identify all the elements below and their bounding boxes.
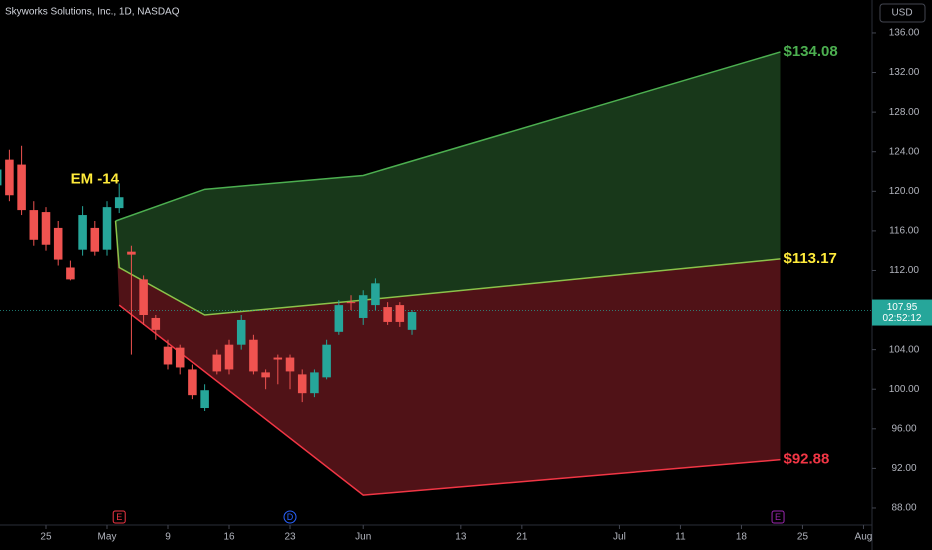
candle-body xyxy=(407,312,417,330)
y-tick-label: 120.00 xyxy=(889,186,920,197)
candle-body xyxy=(261,372,270,378)
y-tick-label: 92.00 xyxy=(891,463,916,474)
upper-range-fill xyxy=(115,51,781,316)
y-tick-label: 112.00 xyxy=(889,265,919,276)
event-marker[interactable] xyxy=(283,510,297,524)
candle-body xyxy=(395,305,405,322)
candle-body xyxy=(273,357,283,360)
lower-range-fill xyxy=(115,220,781,496)
currency-button[interactable] xyxy=(879,3,926,23)
candle-body xyxy=(224,344,234,370)
y-tick-label: 124.00 xyxy=(889,146,920,157)
candle-body xyxy=(175,347,185,368)
y-tick-label: 116.00 xyxy=(889,226,919,237)
candle-body xyxy=(66,267,75,280)
candle-body xyxy=(200,390,209,409)
candle-body xyxy=(358,295,368,318)
range-line xyxy=(115,51,781,222)
y-tick-label: 88.00 xyxy=(891,503,916,514)
x-tick-label: Jun xyxy=(355,532,371,543)
candle-body xyxy=(236,319,246,345)
candle-body xyxy=(285,357,295,372)
x-tick-label: 11 xyxy=(675,532,686,543)
x-tick-label: 13 xyxy=(455,532,467,543)
x-tick-label: 9 xyxy=(165,532,171,543)
candle-body xyxy=(41,212,51,245)
event-label: E xyxy=(116,512,122,522)
range-label: $92.88 xyxy=(783,451,829,468)
candle-body xyxy=(29,210,39,240)
candle-body xyxy=(78,215,87,250)
x-tick-label: 25 xyxy=(40,532,52,543)
event-marker[interactable] xyxy=(112,510,126,524)
x-tick-label: 16 xyxy=(223,532,235,543)
currency-label[interactable]: USD xyxy=(891,8,912,19)
x-tick-label: 21 xyxy=(516,532,528,543)
candle-body xyxy=(5,159,14,196)
y-tick-label: 132.00 xyxy=(889,67,920,78)
candle-body xyxy=(90,227,100,252)
candle-body xyxy=(334,305,344,332)
candle-body xyxy=(212,354,222,372)
candle-body xyxy=(0,169,2,186)
x-tick-label: 25 xyxy=(797,532,809,543)
candle-body xyxy=(151,317,161,330)
candle-body xyxy=(114,197,124,209)
candle-body xyxy=(53,227,63,260)
chart-title: Skyworks Solutions, Inc., 1D, NASDAQ xyxy=(5,7,180,18)
y-tick-label: 104.00 xyxy=(889,344,920,355)
candle-body xyxy=(322,344,331,378)
range-line xyxy=(114,220,781,316)
candle-body xyxy=(102,207,112,250)
candle-body xyxy=(17,164,26,211)
event-label: D xyxy=(287,512,294,522)
event-marker[interactable] xyxy=(771,510,785,524)
candle-body xyxy=(163,346,173,365)
x-tick-label: Jul xyxy=(613,532,626,543)
y-tick-label: 136.00 xyxy=(889,28,920,39)
candle-body xyxy=(371,283,380,306)
range-label: $134.08 xyxy=(783,43,837,60)
x-tick-label: 23 xyxy=(284,532,296,543)
candle-body xyxy=(297,374,307,394)
candle-body xyxy=(310,372,319,394)
x-tick-label: Aug xyxy=(855,532,873,543)
countdown-label: 02:52:12 xyxy=(883,313,922,324)
y-tick-label: 96.00 xyxy=(891,423,916,434)
x-tick-label: May xyxy=(98,532,117,543)
candle-body xyxy=(346,302,356,304)
y-tick-label: 100.00 xyxy=(889,384,920,395)
range-label: $113.17 xyxy=(783,250,836,267)
y-tick-label: 128.00 xyxy=(889,107,920,118)
candle-body xyxy=(383,307,392,322)
event-label: E xyxy=(775,512,781,522)
x-tick-label: 18 xyxy=(736,532,748,543)
range-line xyxy=(118,304,781,496)
candle-body xyxy=(127,251,136,255)
last-price-label: 107.95 xyxy=(887,302,918,313)
candle-body xyxy=(249,339,258,372)
last-price-tag xyxy=(872,299,932,326)
candle-body xyxy=(188,369,197,396)
annotation: EM -14 xyxy=(71,170,120,187)
candle-body xyxy=(139,279,148,315)
plot-area: $134.08 $113.17 $92.88 EM -14 xyxy=(0,43,872,496)
